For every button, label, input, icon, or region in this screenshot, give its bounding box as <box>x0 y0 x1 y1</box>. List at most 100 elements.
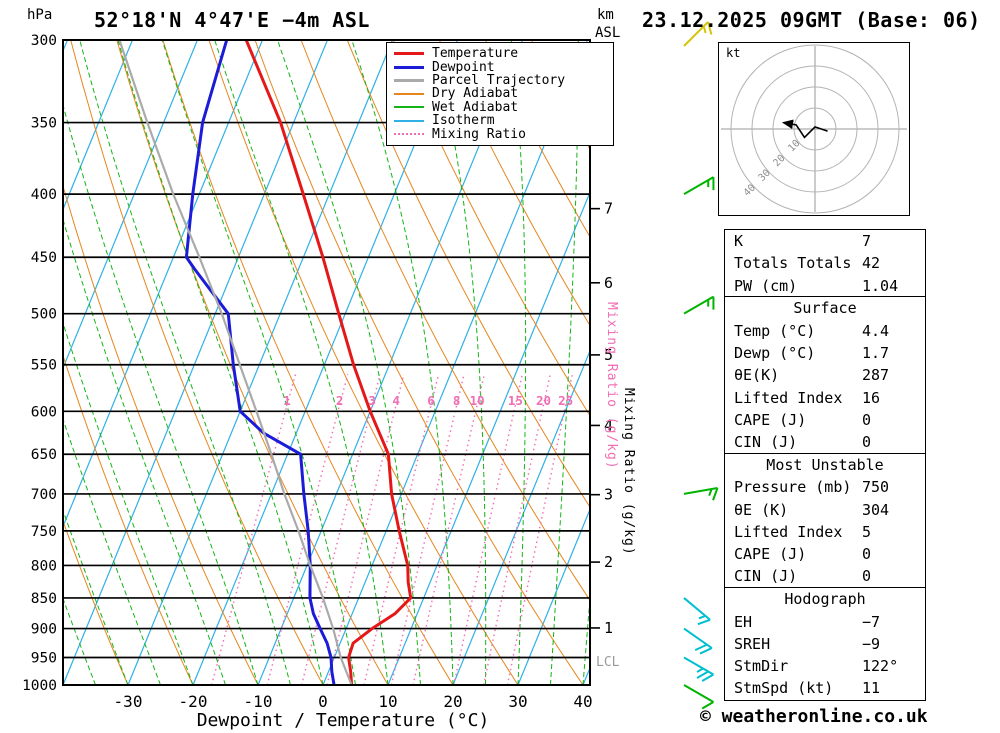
stats-row: StmSpd (kt) 11 <box>725 677 925 699</box>
stat-label: PW (cm) <box>734 276 798 295</box>
temp-tick-label: 40 <box>573 692 592 711</box>
wet-adiabat-line <box>63 509 129 685</box>
legend-item: Parcel Trajectory <box>394 74 613 87</box>
wet-adiabat-line <box>63 321 194 685</box>
km-tick-label: 1 <box>604 619 613 637</box>
isotherm-line <box>63 40 264 529</box>
stat-label: StmSpd (kt) <box>734 679 834 698</box>
wind-barb <box>683 295 715 315</box>
temp-tick-label: 0 <box>318 692 328 711</box>
mixing-ratio-line <box>453 374 524 685</box>
stats-section: Most Unstable Pressure (mb) 750 θE (K) 304 Li… <box>724 452 926 589</box>
hodograph-unit-label: kt <box>726 46 741 60</box>
wet-adiabat-line <box>351 40 454 685</box>
isotherm-line <box>63 40 329 685</box>
stats-section-title: Surface <box>793 299 857 318</box>
stat-value: 11 <box>862 679 881 698</box>
stats-row: θE (K) 304 <box>725 499 925 521</box>
legend-item-label: Isotherm <box>432 113 495 129</box>
wind-barb <box>683 597 711 626</box>
stat-value: 0 <box>862 410 872 429</box>
stat-value: 0 <box>862 545 872 564</box>
run-datetime: 23.12.2025 09GMT (Base: 06) <box>642 8 981 32</box>
stats-section: Hodograph EH −7 SREH −9 StmDir 122° StmSpd (kt)… <box>724 587 926 701</box>
stats-row: CAPE (J) 0 <box>725 409 925 431</box>
legend-item: Wet Adiabat <box>394 101 613 114</box>
stats-section-title: Most Unstable <box>766 455 884 474</box>
pressure-tick-label: 650 <box>31 447 57 463</box>
legend-item-label: Temperature <box>432 46 519 62</box>
temp-tick-label: -20 <box>179 692 208 711</box>
hodograph: 10 20 30 40 <box>718 42 910 216</box>
hodograph-ring <box>793 107 837 151</box>
altitude-axis-unit-asl: ASL <box>595 25 621 41</box>
stat-value: 1.04 <box>862 276 899 295</box>
km-tick-label: 3 <box>604 486 613 504</box>
stat-label: CAPE (J) <box>734 410 807 429</box>
hodograph-ring <box>751 65 879 193</box>
pressure-tick-label: 300 <box>31 33 57 49</box>
stat-label: CIN (J) <box>734 567 798 586</box>
stat-value: 287 <box>862 366 890 385</box>
pressure-tick-label: 850 <box>31 591 57 607</box>
legend-item: Temperature <box>394 47 613 60</box>
stat-label: θE(K) <box>734 366 780 385</box>
wet-adiabat-line <box>432 40 487 685</box>
mixing-ratio-value-label: 1 <box>283 393 291 408</box>
stats-row: Dewp (°C) 1.7 <box>725 342 925 364</box>
stats-section-title: Hodograph <box>784 590 866 609</box>
legend: Temperature Dewpoint Parcel Trajectory Dry … <box>386 42 614 146</box>
dry-adiabat-line <box>63 519 129 685</box>
isotherm-line <box>322 40 589 685</box>
stat-value: 1.7 <box>862 343 890 362</box>
stat-label: K <box>734 232 744 250</box>
wind-barb <box>683 487 719 501</box>
legend-color-sample <box>394 52 424 56</box>
temp-tick-label: -10 <box>244 692 273 711</box>
isotherm-line <box>257 40 524 685</box>
pressure-tick-label: 950 <box>31 651 57 667</box>
stat-label: Totals Totals <box>734 254 852 273</box>
stat-label: Temp (°C) <box>734 321 816 340</box>
legend-item-label: Dewpoint <box>432 59 495 75</box>
pressure-tick-label: 550 <box>31 358 57 374</box>
mixing-ratio-axis-label-pink: Mixing Ratio (g/kg) <box>604 302 619 470</box>
legend-color-sample <box>394 119 424 122</box>
stats-row: PW (cm) 1.04 <box>725 275 925 297</box>
legend-color-sample <box>394 106 424 109</box>
mixing-ratio-value-label: 10 <box>470 393 485 408</box>
pressure-tick-label: 400 <box>31 187 57 203</box>
isotherm-line <box>127 40 394 685</box>
stats-panel: K 7 Totals Totals 42 PW (cm) 1.04 Surface Temp … <box>724 229 926 701</box>
stat-label: Lifted Index <box>734 388 843 407</box>
wet-adiabat-line <box>63 103 259 685</box>
isotherm-line <box>0 40 2 685</box>
stats-section: Surface Temp (°C) 4.4 Dewp (°C) 1.7 θE(K) 287 L… <box>724 296 926 455</box>
lcl-marker: LCL <box>596 655 620 670</box>
km-tick-label: 2 <box>604 553 613 571</box>
stat-label: SREH <box>734 634 771 653</box>
stat-value: 304 <box>862 500 890 519</box>
dry-adiabat-line <box>63 354 194 685</box>
pressure-tick-label: 700 <box>31 487 57 503</box>
series-dewpoint <box>184 40 336 685</box>
pressure-tick-label: 750 <box>31 524 57 540</box>
legend-color-sample <box>394 92 424 95</box>
hodograph-ring-label: 10 <box>786 138 802 154</box>
stats-row: Lifted Index 5 <box>725 521 925 543</box>
legend-item: Dewpoint <box>394 59 613 75</box>
mixing-ratio-value-label: 15 <box>508 393 523 408</box>
pressure-tick-label: 900 <box>31 622 57 638</box>
temp-tick-label: -30 <box>114 692 143 711</box>
pressure-tick-label: 600 <box>31 404 57 420</box>
wind-barb <box>683 21 713 47</box>
km-tick-label: 5 <box>604 346 613 364</box>
series-temperature <box>244 40 413 685</box>
km-tick-label: 7 <box>604 200 613 218</box>
hodograph-trace <box>781 119 828 139</box>
stats-row: Temp (°C) 4.4 <box>725 320 925 342</box>
temp-tick-label: 10 <box>378 692 397 711</box>
mixing-ratio-line <box>300 374 381 685</box>
wet-adiabat-line <box>63 417 161 685</box>
